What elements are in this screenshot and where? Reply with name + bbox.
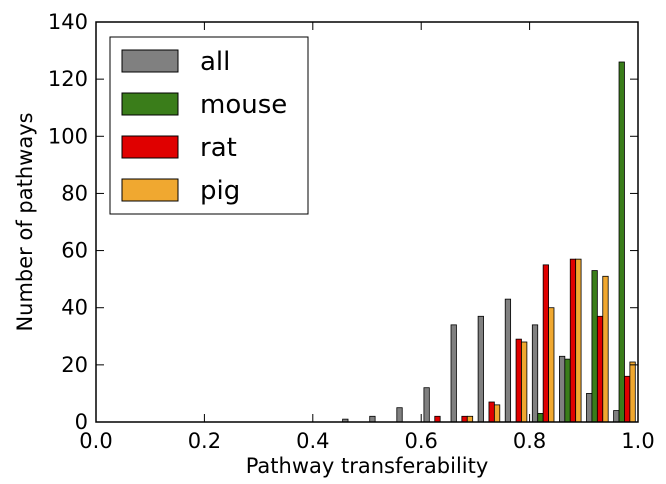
y-axis-label: Number of pathways bbox=[13, 112, 37, 331]
bar-pig-bin-15 bbox=[521, 341, 528, 423]
bar-rat-bin-19 bbox=[624, 375, 631, 423]
x-tick-label: 0.0 bbox=[79, 429, 112, 453]
bar-pig-bin-18 bbox=[602, 275, 609, 423]
bar-pig-bin-14 bbox=[493, 404, 501, 423]
y-tick-label: 140 bbox=[48, 10, 88, 34]
bar-all-bin-15 bbox=[504, 298, 512, 423]
legend-label-pig: pig bbox=[200, 176, 240, 206]
x-tick-label: 0.8 bbox=[513, 429, 546, 453]
legend-swatch-mouse bbox=[121, 92, 179, 116]
axis-ticks: 0.0 0.2 0.4 0.6 0.8 1.0 0 20 40 60 80 100 120 140 bbox=[48, 10, 655, 453]
bar-mouse-bin-19 bbox=[618, 61, 625, 423]
bar-all-bin-17 bbox=[559, 355, 566, 423]
bar-rat-bin-14 bbox=[488, 401, 495, 423]
bar-pig-bin-19 bbox=[629, 361, 636, 423]
bars-layer bbox=[342, 61, 636, 423]
bar-all-bin-12 bbox=[423, 387, 430, 423]
x-tick-label: 1.0 bbox=[621, 429, 654, 453]
bar-all-bin-10 bbox=[369, 415, 376, 423]
bar-all-bin-14 bbox=[477, 315, 484, 423]
legend-swatch-rat bbox=[121, 135, 179, 159]
legend-label-all: all bbox=[200, 47, 230, 77]
y-tick-label: 120 bbox=[48, 67, 88, 91]
bar-rat-bin-13 bbox=[461, 415, 468, 423]
bar-pig-bin-16 bbox=[548, 307, 555, 423]
legend-items: all mouse rat pig bbox=[121, 47, 287, 206]
bar-all-bin-11 bbox=[396, 407, 403, 423]
x-axis-label: Pathway transferability bbox=[246, 454, 489, 478]
bar-all-bin-18 bbox=[586, 393, 593, 423]
bar-rat-bin-17 bbox=[569, 258, 577, 423]
bar-rat-bin-15 bbox=[515, 338, 522, 423]
plot-frame bbox=[95, 21, 639, 423]
bar-mouse-bin-16 bbox=[537, 413, 544, 423]
bar-all-bin-13 bbox=[450, 324, 457, 423]
y-tick-label: 100 bbox=[48, 124, 88, 148]
bar-rat-bin-16 bbox=[542, 264, 549, 423]
legend: all mouse rat pig bbox=[109, 36, 309, 215]
bar-rat-bin-18 bbox=[596, 315, 604, 423]
legend-label-mouse: mouse bbox=[200, 90, 287, 120]
bar-rat-bin-12 bbox=[434, 415, 441, 423]
y-tick-label: 80 bbox=[61, 181, 88, 205]
y-tick-label: 20 bbox=[61, 353, 88, 377]
y-tick-label: 60 bbox=[61, 239, 88, 263]
y-tick-label: 40 bbox=[61, 296, 88, 320]
legend-label-rat: rat bbox=[200, 133, 237, 163]
bar-all-bin-19 bbox=[613, 410, 620, 423]
bar-all-bin-16 bbox=[531, 324, 539, 423]
legend-swatch-pig bbox=[121, 178, 179, 202]
legend-swatch-all bbox=[121, 49, 179, 73]
x-tick-label: 0.4 bbox=[296, 429, 329, 453]
bar-pig-bin-17 bbox=[575, 258, 582, 423]
bar-pig-bin-13 bbox=[466, 415, 474, 423]
x-tick-label: 0.2 bbox=[188, 429, 221, 453]
x-tick-label: 0.6 bbox=[404, 429, 437, 453]
y-tick-label: 0 bbox=[75, 410, 88, 434]
bar-mouse-bin-18 bbox=[591, 270, 598, 423]
bar-mouse-bin-17 bbox=[564, 358, 571, 423]
